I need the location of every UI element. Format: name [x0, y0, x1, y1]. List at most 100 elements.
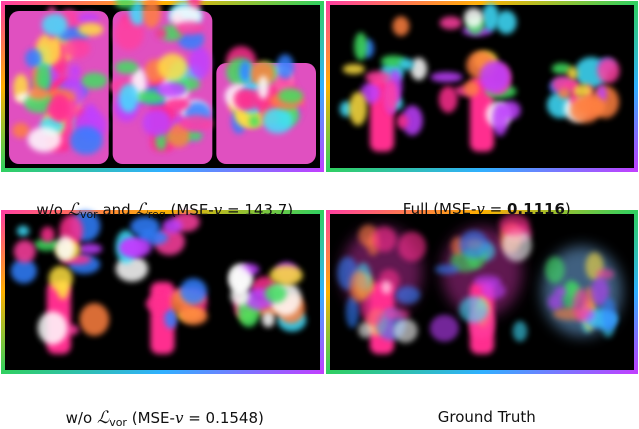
subscript: vor — [80, 208, 98, 221]
symbol: ℒ — [97, 408, 109, 428]
blob — [146, 296, 172, 312]
blob — [78, 243, 102, 254]
blob — [396, 286, 421, 304]
blob — [25, 49, 42, 68]
blob — [430, 72, 462, 82]
blob — [354, 32, 367, 60]
blob — [262, 312, 275, 328]
blob — [492, 103, 508, 136]
blob — [41, 227, 55, 243]
blob — [115, 61, 138, 74]
blob — [435, 264, 459, 274]
symbol: v — [214, 201, 222, 219]
text: = 143.7) — [222, 201, 293, 219]
blob — [349, 92, 367, 126]
text: Full (MSE- — [403, 200, 477, 218]
caption: w/o ℒvor and ℒreg (MSE-v = 143.7) — [0, 182, 320, 221]
blob — [482, 3, 499, 31]
blob — [50, 93, 69, 121]
blob — [157, 82, 187, 98]
blob — [440, 17, 462, 30]
subscript: reg — [148, 208, 166, 221]
blob — [78, 13, 100, 23]
blob — [277, 54, 294, 79]
blob — [70, 126, 103, 154]
symbol: ℒ — [135, 200, 147, 220]
blob — [81, 72, 107, 88]
blob — [231, 286, 250, 305]
blob — [573, 84, 592, 98]
text: = — [485, 200, 507, 218]
text: w/o — [36, 201, 67, 219]
blob — [29, 88, 49, 100]
blob — [119, 84, 139, 113]
blob — [36, 64, 51, 91]
blob — [464, 8, 484, 28]
blob — [393, 319, 418, 343]
blob — [384, 80, 398, 111]
blob — [459, 296, 488, 323]
blob — [558, 88, 570, 99]
blob — [513, 321, 528, 342]
blob — [381, 281, 391, 294]
text: and — [98, 201, 136, 219]
blob — [384, 309, 410, 319]
blob — [240, 60, 251, 81]
symbol: ℒ — [68, 200, 80, 220]
blob — [459, 230, 488, 258]
blob — [158, 53, 187, 80]
text: ) — [565, 200, 571, 218]
caption: Ground Truth — [322, 390, 639, 426]
blob — [399, 59, 414, 71]
blob — [545, 257, 564, 284]
blob — [180, 278, 207, 304]
blob — [398, 232, 426, 262]
page: w/o ℒvor and ℒreg (MSE-v = 143.7) Full (… — [0, 0, 639, 412]
blob — [269, 265, 302, 285]
blob — [597, 58, 619, 83]
blob — [481, 282, 505, 299]
blob — [42, 13, 68, 36]
symbol: v — [476, 200, 484, 218]
blob — [555, 287, 567, 297]
blob — [49, 266, 73, 291]
blob — [496, 10, 517, 34]
blob — [70, 65, 81, 78]
blob — [570, 97, 601, 123]
blob — [63, 38, 90, 58]
text: (MSE- — [166, 201, 214, 219]
blob — [343, 64, 365, 74]
blob — [392, 16, 409, 36]
blob — [55, 236, 74, 261]
blob — [439, 86, 458, 113]
blob — [38, 311, 68, 344]
blob — [189, 46, 211, 79]
blob — [28, 127, 62, 152]
blob — [14, 240, 36, 263]
blob — [349, 271, 368, 303]
blob — [479, 61, 510, 93]
blob — [142, 109, 171, 136]
blob — [602, 298, 616, 331]
blob — [430, 315, 459, 342]
caption: w/o ℒvor (MSE-v = 0.1548) — [0, 390, 320, 429]
subscript: vor — [109, 416, 127, 429]
caption: Full (MSE-v = 0.1116) — [322, 182, 639, 218]
blob — [78, 23, 103, 36]
blob — [410, 58, 427, 81]
text: Ground Truth — [438, 408, 536, 426]
blob — [17, 226, 29, 237]
blob — [397, 114, 409, 128]
blob — [365, 71, 391, 83]
blob — [166, 98, 190, 110]
blob — [122, 237, 152, 257]
value: 0.1116 — [507, 200, 565, 218]
blob — [464, 81, 480, 97]
blob — [258, 76, 269, 100]
blob — [180, 115, 213, 132]
blob — [12, 123, 29, 138]
blob — [278, 88, 303, 103]
blob — [263, 107, 293, 133]
blob — [176, 21, 203, 35]
blob — [249, 115, 260, 127]
